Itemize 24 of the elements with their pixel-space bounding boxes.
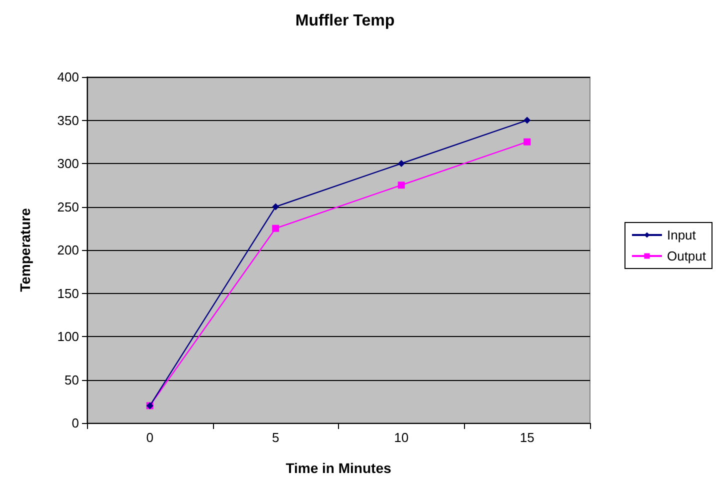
legend-label: Output [666, 248, 706, 264]
point [524, 116, 531, 124]
y-tick-label: 100 [57, 329, 79, 344]
point [524, 138, 531, 146]
x-tick-label: 15 [520, 430, 534, 445]
y-tick-label: 150 [57, 286, 79, 301]
point [398, 160, 405, 167]
chart-title: Muffler Temp [295, 12, 395, 30]
legend-label: Input [666, 228, 696, 242]
y-tick-label: 400 [57, 70, 79, 84]
y-tick-label: 200 [57, 242, 79, 258]
x-tick-label: 10 [394, 430, 409, 445]
y-axis-title: Temperature [17, 208, 33, 292]
y-tick-label: 50 [64, 372, 79, 388]
y-tick-label: 300 [57, 156, 79, 171]
point [272, 224, 280, 232]
y-tick-label: 250 [57, 199, 79, 214]
x-axis-title: Time in Minutes [286, 460, 392, 476]
y-tick-label: 0 [72, 416, 79, 430]
y-tick-label: 350 [57, 112, 79, 128]
x-tick-label: 0 [146, 430, 154, 445]
point [398, 182, 405, 189]
x-tick-label: 5 [272, 430, 280, 445]
point [272, 203, 280, 210]
